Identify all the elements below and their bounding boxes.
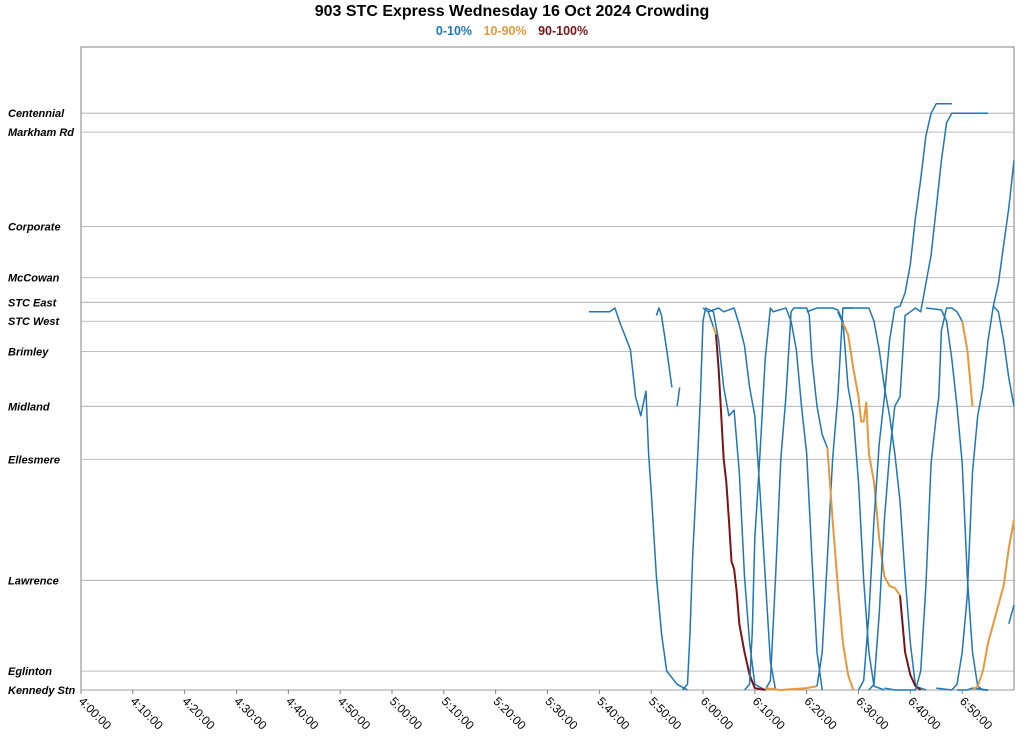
x-tick-label: 6:10:00 [750, 694, 788, 732]
trip-line [884, 307, 963, 691]
legend-item-high: 90-100% [538, 24, 589, 38]
x-tick-label: 6:40:00 [905, 694, 943, 732]
x-tick-label: 5:50:00 [646, 694, 684, 732]
stop-label: Brimley [8, 346, 49, 358]
trip-line [961, 321, 974, 407]
trip-line [681, 307, 766, 691]
trip-line [764, 307, 829, 691]
x-tick-label: 5:30:00 [542, 694, 580, 732]
x-tick-label: 5:00:00 [387, 694, 425, 732]
trip-line [707, 307, 777, 691]
trip-line [925, 307, 989, 691]
trip-line [712, 326, 717, 335]
x-tick-label: 4:50:00 [335, 694, 373, 732]
trip-line [765, 685, 818, 691]
x-tick-label: 6:00:00 [698, 694, 736, 732]
trip-line [899, 595, 922, 691]
x-tick-label: 5:40:00 [594, 694, 632, 732]
x-tick-label: 4:30:00 [231, 694, 269, 732]
trip-line [743, 307, 823, 691]
x-tick-labels: 4:00:00 4:10:00 4:20:00 4:30:00 4:40:00 4:50:… [76, 690, 995, 733]
x-tick-label: 5:10:00 [439, 694, 477, 732]
stop-label: McCowan [8, 273, 60, 285]
trip-line [868, 112, 989, 691]
trip-line [655, 307, 673, 388]
trip-line [971, 519, 1015, 691]
series-lines [589, 102, 1015, 691]
stop-label: Corporate [8, 222, 61, 234]
stop-label: STC East [8, 297, 58, 309]
legend-item-mid: 10-90% [483, 24, 527, 38]
x-tick-label: 6:20:00 [802, 694, 840, 732]
x-tick-label: 6:30:00 [853, 694, 891, 732]
trip-line [936, 160, 1015, 691]
plot-area [80, 46, 1015, 691]
x-tick-label: 4:00:00 [76, 694, 114, 732]
trip-line [841, 322, 901, 596]
legend: 0-10% 10-90% 90-100% [0, 24, 1024, 38]
stop-label: Markham Rd [8, 127, 74, 139]
trip-line [1008, 604, 1015, 624]
stop-labels: Centennial Markham Rd Corporate McCowan STC … [8, 108, 76, 697]
trip-line [992, 305, 1015, 407]
x-tick-label: 5:20:00 [491, 694, 529, 732]
stop-label: STC West [8, 316, 60, 328]
stop-label: Centennial [8, 108, 65, 120]
trip-line [806, 307, 885, 691]
trip-line [589, 307, 688, 691]
x-tick-label: 4:40:00 [283, 694, 321, 732]
chart-title: 903 STC Express Wednesday 16 Oct 2024 Cr… [314, 3, 710, 20]
stop-label: Lawrence [8, 575, 59, 587]
stop-label: Kennedy Stn [8, 685, 76, 697]
stop-label: Eglinton [8, 666, 52, 678]
trip-line [857, 102, 952, 691]
x-tick-label: 6:50:00 [957, 694, 995, 732]
trip-line [837, 311, 844, 324]
trip-line [826, 447, 855, 691]
x-tick-label: 4:10:00 [128, 694, 166, 732]
x-tick-label: 4:20:00 [180, 694, 218, 732]
stop-label: Ellesmere [8, 454, 60, 466]
stop-label: Midland [8, 401, 50, 413]
trip-line [957, 687, 989, 691]
legend-item-low: 0-10% [435, 24, 473, 38]
trip-line [676, 387, 681, 407]
